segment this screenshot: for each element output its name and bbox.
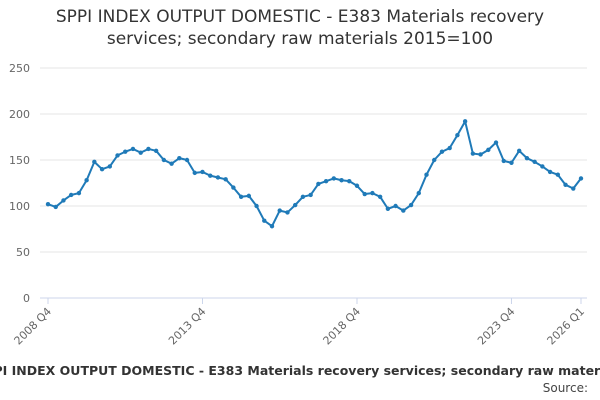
y-tick-label: 50 bbox=[16, 246, 30, 259]
data-point[interactable]: 2019 Q3: 110 bbox=[377, 194, 383, 199]
data-point[interactable]: 2009 Q2: 106 bbox=[61, 198, 66, 203]
x-tick-label: 2018 Q4 bbox=[321, 305, 364, 348]
data-point[interactable]: 2013 Q4: 137 bbox=[200, 169, 205, 175]
data-point[interactable]: 2025 Q2: 134 bbox=[555, 172, 561, 177]
data-point[interactable]: 2016 Q2: 95 bbox=[277, 208, 282, 213]
data-point[interactable]: 2018 Q3: 127 bbox=[347, 178, 352, 184]
data-point[interactable]: 2025 Q1: 137 bbox=[547, 169, 553, 175]
data-point[interactable]: 2012 Q4: 146 bbox=[169, 161, 174, 166]
data-point[interactable]: 2024 Q1: 160 bbox=[517, 148, 522, 153]
data-point[interactable]: 2016 Q1: 78 bbox=[269, 224, 275, 229]
data-point[interactable]: 2022 Q2: 192 bbox=[462, 119, 468, 124]
data-point[interactable]: 2016 Q3: 93 bbox=[285, 210, 290, 215]
data-point[interactable]: 2019 Q4: 97 bbox=[385, 206, 391, 211]
data-point[interactable]: 2019 Q2: 114 bbox=[370, 190, 375, 196]
data-point[interactable]: 2017 Q4: 127 bbox=[323, 178, 329, 184]
source-label: Source: bbox=[542, 381, 588, 395]
y-tick-label: 0 bbox=[23, 292, 30, 305]
data-point[interactable]: 2014 Q1: 133 bbox=[208, 173, 213, 178]
data-point[interactable]: 2024 Q4: 143 bbox=[540, 164, 545, 169]
data-point[interactable]: 2021 Q2: 150 bbox=[432, 157, 437, 163]
data-point[interactable]: 2017 Q2: 112 bbox=[308, 192, 313, 198]
data-point[interactable]: 2015 Q2: 111 bbox=[246, 193, 252, 199]
x-axis: 2008 Q4 2013 Q4 2018 Q4 2023 Q4 2026 Q1 bbox=[12, 297, 588, 348]
data-point[interactable]: 2010 Q1: 128 bbox=[84, 178, 89, 183]
data-point[interactable]: 2010 Q4: 143 bbox=[107, 164, 113, 169]
data-point[interactable]: 2025 Q3: 123 bbox=[563, 182, 568, 188]
data-point[interactable]: 2011 Q1: 155 bbox=[115, 153, 120, 158]
data-point[interactable]: 2020 Q4: 114 bbox=[416, 190, 421, 196]
data-point[interactable]: 2018 Q2: 128 bbox=[339, 178, 344, 183]
data-point[interactable]: 2009 Q3: 112 bbox=[68, 192, 74, 198]
x-tick-label: 2008 Q4 bbox=[12, 305, 55, 348]
data-point[interactable]: 2013 Q1: 152 bbox=[177, 155, 182, 161]
data-point[interactable]: 2023 Q3: 149 bbox=[501, 158, 506, 164]
data-point[interactable]: 2013 Q2: 150 bbox=[184, 157, 190, 163]
data-point[interactable]: 2023 Q1: 161 bbox=[486, 147, 491, 153]
data-point[interactable]: 2015 Q4: 84 bbox=[262, 218, 267, 223]
data-point[interactable]: 2011 Q3: 162 bbox=[130, 146, 136, 152]
data-point[interactable]: 2022 Q1: 177 bbox=[455, 132, 460, 138]
y-tick-label: 200 bbox=[9, 108, 30, 121]
data-point[interactable]: 2012 Q3: 150 bbox=[161, 157, 167, 163]
data-point[interactable]: 2011 Q2: 159 bbox=[123, 149, 128, 154]
data-point[interactable]: 2022 Q3: 157 bbox=[470, 151, 476, 156]
data-point[interactable]: 2014 Q2: 131 bbox=[215, 175, 221, 180]
grid-lines bbox=[40, 67, 587, 299]
data-point[interactable]: 2009 Q4: 114 bbox=[76, 190, 82, 196]
x-tick-label: 2023 Q4 bbox=[475, 305, 518, 348]
x-tick-label: 2026 Q1 bbox=[545, 305, 588, 348]
data-point[interactable]: 2021 Q1: 134 bbox=[424, 172, 429, 177]
y-tick-label: 150 bbox=[9, 154, 30, 167]
y-tick-label: 100 bbox=[9, 200, 30, 213]
data-point[interactable]: 2014 Q4: 120 bbox=[231, 185, 236, 190]
data-point[interactable]: 2025 Q4: 119 bbox=[571, 186, 576, 191]
data-point[interactable]: 2010 Q3: 140 bbox=[99, 167, 105, 172]
data-point[interactable]: 2023 Q4: 147 bbox=[509, 160, 514, 165]
series: 2008 Q4: 1022009 Q1: 992009 Q2: 1062009 … bbox=[45, 119, 584, 229]
data-point[interactable]: 2018 Q4: 122 bbox=[354, 183, 360, 188]
data-point[interactable]: 2013 Q3: 136 bbox=[192, 170, 197, 176]
legend-caption: SPPI INDEX OUTPUT DOMESTIC - E383 Materi… bbox=[0, 363, 600, 378]
data-point[interactable]: 2012 Q2: 160 bbox=[153, 148, 159, 153]
data-point[interactable]: 2020 Q1: 100 bbox=[393, 203, 398, 209]
data-point[interactable]: 2021 Q4: 163 bbox=[447, 145, 452, 151]
data-point[interactable]: 2016 Q4: 101 bbox=[292, 202, 298, 208]
data-point[interactable]: 2021 Q3: 159 bbox=[439, 149, 445, 154]
data-point[interactable]: 2026 Q1: 130 bbox=[578, 176, 584, 181]
data-point[interactable]: 2011 Q4: 158 bbox=[138, 150, 143, 155]
y-tick-label: 250 bbox=[9, 62, 30, 75]
data-point[interactable]: 2020 Q2: 95 bbox=[401, 208, 406, 213]
chart-title-line-2: services; secondary raw materials 2015=1… bbox=[106, 29, 494, 49]
data-point[interactable]: 2010 Q2: 148 bbox=[92, 159, 97, 165]
data-point[interactable]: 2015 Q1: 110 bbox=[238, 194, 244, 199]
data-point[interactable]: 2017 Q3: 124 bbox=[316, 181, 321, 187]
y-axis: 0 50 100 150 200 250 bbox=[9, 62, 30, 305]
chart-title-line-1: SPPI INDEX OUTPUT DOMESTIC - E383 Materi… bbox=[55, 7, 545, 27]
data-point[interactable]: 2023 Q2: 169 bbox=[493, 140, 499, 145]
data-point[interactable]: 2015 Q3: 100 bbox=[254, 203, 259, 209]
data-point[interactable]: 2019 Q1: 113 bbox=[362, 191, 367, 197]
data-point[interactable]: 2020 Q3: 101 bbox=[408, 202, 414, 208]
data-point[interactable]: 2024 Q3: 148 bbox=[532, 159, 537, 165]
data-point[interactable]: 2008 Q4: 102 bbox=[45, 201, 51, 207]
series-line bbox=[47, 120, 582, 228]
data-point[interactable]: 2014 Q3: 129 bbox=[223, 177, 228, 182]
data-point[interactable]: 2018 Q1: 130 bbox=[331, 176, 337, 181]
data-point[interactable]: 2012 Q1: 162 bbox=[146, 146, 151, 152]
x-tick-label: 2013 Q4 bbox=[166, 305, 209, 348]
chart-title: SPPI INDEX OUTPUT DOMESTIC - E383 Materi… bbox=[0, 6, 600, 50]
data-point[interactable]: 2009 Q1: 99 bbox=[53, 204, 58, 210]
data-point[interactable]: 2024 Q2: 152 bbox=[524, 155, 530, 161]
data-point[interactable]: 2022 Q4: 156 bbox=[478, 152, 483, 157]
data-point[interactable]: 2017 Q1: 110 bbox=[300, 194, 306, 199]
